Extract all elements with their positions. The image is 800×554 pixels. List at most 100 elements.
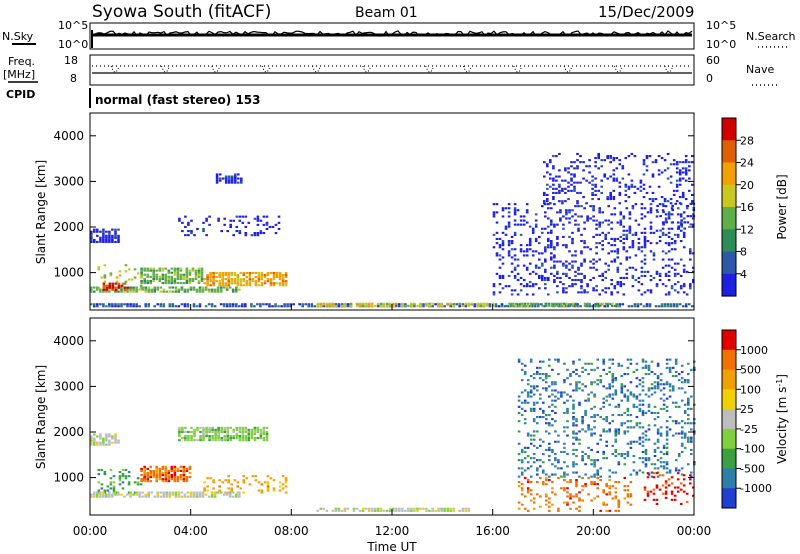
heatmap-cell — [103, 491, 107, 494]
heatmap-cell — [591, 179, 594, 182]
heatmap-cell — [202, 227, 205, 230]
heatmap-cell — [97, 489, 101, 492]
heatmap-cell — [90, 238, 93, 241]
heatmap-cell — [96, 441, 99, 444]
heatmap-cell — [102, 234, 105, 237]
heatmap-cell — [544, 283, 547, 286]
heatmap-cell — [177, 491, 181, 494]
heatmap-cell — [274, 303, 277, 306]
heatmap-cell — [629, 442, 633, 445]
heatmap-cell — [114, 439, 117, 442]
heatmap-cell — [548, 497, 551, 500]
heatmap-cell — [222, 286, 226, 289]
heatmap-cell — [513, 268, 517, 271]
heatmap-cell — [248, 280, 252, 283]
heatmap-cell — [687, 407, 690, 410]
heatmap-cell — [161, 269, 165, 272]
heatmap-cell — [183, 495, 187, 498]
heatmap-cell — [640, 213, 644, 216]
heatmap-cell — [608, 493, 611, 496]
heatmap-cell — [573, 187, 576, 190]
heatmap-cell — [578, 375, 581, 378]
heatmap-cell — [570, 173, 573, 176]
heatmap-cell — [572, 407, 575, 410]
heatmap-cell — [208, 428, 211, 431]
heatmap-cell — [208, 437, 211, 440]
heatmap-cell — [552, 155, 555, 158]
heatmap-cell — [641, 381, 645, 384]
heatmap-cell — [643, 242, 647, 245]
heatmap-cell — [566, 407, 569, 410]
heatmap-cell — [182, 467, 186, 470]
heatmap-cell — [126, 290, 129, 293]
heatmap-cell — [190, 219, 193, 222]
heatmap-cell — [111, 238, 114, 241]
heatmap-cell — [102, 303, 105, 306]
heatmap-cell — [624, 193, 628, 196]
heatmap-cell — [189, 493, 193, 496]
heatmap-cell — [532, 453, 536, 456]
heatmap-cell — [238, 219, 242, 222]
heatmap-cell — [657, 155, 661, 158]
heatmap-cell — [599, 434, 602, 437]
heatmap-cell — [580, 285, 583, 288]
heatmap-cell — [209, 276, 212, 279]
heatmap-cell — [528, 242, 532, 245]
heatmap-cell — [346, 303, 350, 306]
heatmap-cell — [526, 391, 530, 394]
heatmap-cell — [634, 254, 638, 257]
heatmap-cell — [529, 391, 533, 394]
heatmap-cell — [532, 373, 536, 376]
heatmap-cell — [226, 426, 229, 429]
heatmap-cell — [610, 260, 613, 263]
heatmap-cell — [135, 305, 138, 308]
heatmap-cell — [593, 461, 596, 464]
heatmap-cell — [118, 471, 122, 474]
heatmap-cell — [562, 283, 565, 286]
heatmap-cell — [167, 471, 171, 474]
heatmap-cell — [613, 287, 617, 290]
heatmap-cell — [564, 303, 567, 306]
heatmap-cell — [566, 453, 569, 456]
heatmap-cell — [254, 475, 258, 478]
heatmap-cell — [108, 240, 111, 243]
heatmap-cell — [539, 465, 542, 468]
heatmap-cell — [548, 505, 551, 508]
heatmap-cell — [199, 435, 202, 438]
heatmap-cell — [687, 381, 690, 384]
heatmap-cell — [141, 286, 144, 289]
heatmap-cell — [561, 200, 564, 203]
heatmap-cell — [578, 509, 581, 512]
heatmap-cell — [595, 260, 598, 263]
cpid-label: CPID — [6, 88, 35, 101]
freq-dip — [261, 65, 271, 73]
heatmap-cell — [278, 485, 282, 488]
heatmap-cell — [201, 286, 205, 289]
heatmap-cell — [617, 505, 621, 508]
heatmap-cell — [117, 238, 120, 241]
heatmap-cell — [284, 479, 288, 482]
heatmap-cell — [241, 303, 244, 306]
heatmap-cell — [99, 303, 102, 306]
heatmap-cell — [552, 183, 555, 186]
heatmap-cell — [117, 228, 120, 231]
heatmap-cell — [105, 230, 108, 233]
heatmap-cell — [575, 381, 578, 384]
heatmap-cell — [662, 446, 666, 449]
heatmap-cell — [190, 437, 193, 440]
heatmap-cell — [551, 368, 554, 371]
heatmap-cell — [612, 157, 616, 160]
heatmap-cell — [629, 440, 633, 443]
heatmap-cell — [664, 482, 668, 485]
heatmap-cell — [644, 393, 648, 396]
heatmap-cell — [210, 491, 214, 494]
heatmap-cell — [682, 474, 686, 477]
heatmap-cell — [614, 391, 618, 394]
heatmap-cell — [407, 509, 410, 512]
heatmap-cell — [560, 393, 563, 396]
heatmap-cell — [349, 302, 353, 305]
heatmap-cell — [647, 438, 651, 441]
heatmap-cell — [517, 395, 521, 398]
heatmap-cell — [566, 473, 569, 476]
